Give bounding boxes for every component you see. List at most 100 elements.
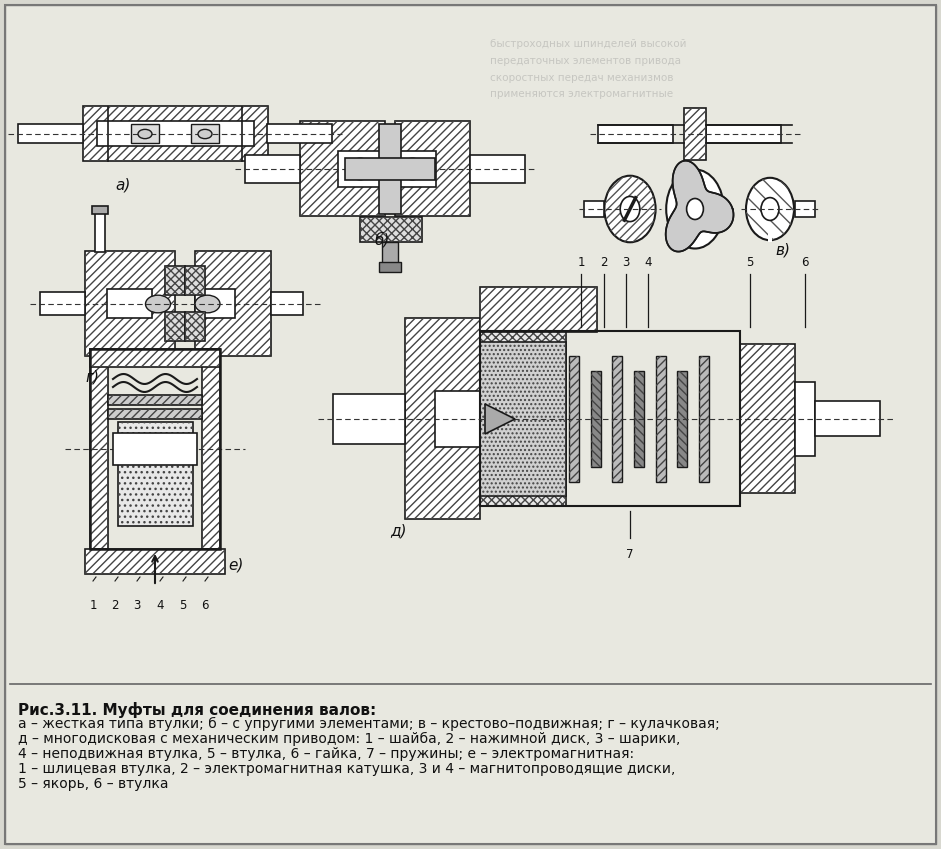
- Polygon shape: [665, 160, 733, 251]
- Bar: [185, 266, 205, 295]
- Ellipse shape: [195, 295, 220, 312]
- Bar: [18, 124, 83, 143]
- Bar: [740, 344, 795, 493]
- Bar: [706, 125, 781, 143]
- Bar: [598, 125, 673, 143]
- Bar: [202, 349, 220, 549]
- Bar: [435, 391, 480, 447]
- Ellipse shape: [198, 129, 212, 138]
- Bar: [131, 125, 159, 143]
- Bar: [613, 356, 622, 482]
- Bar: [90, 349, 220, 549]
- Bar: [90, 349, 220, 367]
- Bar: [202, 349, 220, 549]
- Bar: [300, 121, 385, 216]
- Ellipse shape: [666, 170, 724, 249]
- Ellipse shape: [620, 196, 640, 222]
- Ellipse shape: [761, 198, 779, 221]
- Text: 2: 2: [111, 599, 119, 612]
- Bar: [613, 356, 622, 482]
- Bar: [795, 201, 815, 217]
- Bar: [165, 266, 185, 295]
- Ellipse shape: [746, 177, 794, 240]
- Bar: [92, 206, 108, 214]
- Bar: [379, 124, 401, 214]
- Bar: [395, 121, 470, 216]
- Bar: [195, 251, 272, 356]
- Bar: [684, 108, 706, 160]
- Bar: [97, 121, 254, 146]
- Text: 3: 3: [134, 599, 141, 612]
- Bar: [395, 121, 470, 216]
- Text: а – жесткая типа втулки; б – с упругими элементами; в – крестово–подвижная; г – : а – жесткая типа втулки; б – с упругими …: [18, 717, 720, 731]
- Bar: [165, 312, 185, 341]
- Text: 3: 3: [622, 256, 630, 269]
- Bar: [165, 312, 185, 341]
- Bar: [191, 125, 219, 143]
- Bar: [678, 371, 687, 467]
- Bar: [699, 356, 709, 482]
- Bar: [584, 201, 604, 217]
- Bar: [185, 266, 205, 295]
- Text: 6: 6: [201, 599, 209, 612]
- Bar: [634, 371, 644, 467]
- Text: Рис.3.11. Муфты для соединения валов:: Рис.3.11. Муфты для соединения валов:: [18, 702, 376, 718]
- Bar: [360, 216, 422, 242]
- Text: 5 – якорь, 6 – втулка: 5 – якорь, 6 – втулка: [18, 777, 168, 791]
- Polygon shape: [485, 404, 515, 434]
- Text: а): а): [115, 177, 131, 192]
- Bar: [118, 422, 194, 526]
- Text: б): б): [400, 229, 412, 242]
- Bar: [165, 266, 185, 295]
- Bar: [382, 242, 398, 264]
- Bar: [815, 401, 880, 436]
- Text: 4 – неподвижная втулка, 5 – втулка, 6 – гайка, 7 – пружины; е – электромагнитная: 4 – неподвижная втулка, 5 – втулка, 6 – …: [18, 747, 634, 761]
- Bar: [83, 106, 268, 161]
- Bar: [795, 381, 815, 456]
- Bar: [333, 394, 405, 444]
- Bar: [360, 216, 422, 242]
- Bar: [379, 261, 401, 272]
- Bar: [480, 331, 740, 506]
- Bar: [272, 292, 303, 315]
- Ellipse shape: [146, 295, 170, 312]
- Ellipse shape: [669, 176, 721, 242]
- Text: 2: 2: [600, 256, 608, 269]
- Text: применяются электромагнитные: применяются электромагнитные: [490, 89, 673, 99]
- Text: 7: 7: [627, 548, 633, 561]
- Bar: [480, 342, 566, 496]
- Text: 1: 1: [89, 599, 97, 612]
- Bar: [245, 155, 300, 183]
- Bar: [480, 331, 566, 506]
- Bar: [90, 349, 220, 367]
- Bar: [395, 151, 437, 187]
- Bar: [108, 409, 202, 419]
- Bar: [195, 289, 235, 318]
- Bar: [90, 349, 108, 549]
- Bar: [85, 251, 175, 356]
- Bar: [345, 158, 435, 180]
- Bar: [470, 155, 525, 183]
- Bar: [634, 371, 644, 467]
- Bar: [480, 331, 566, 506]
- Bar: [569, 356, 579, 482]
- Ellipse shape: [604, 176, 656, 242]
- Bar: [185, 312, 205, 341]
- Bar: [95, 212, 105, 252]
- Bar: [656, 356, 665, 482]
- Bar: [90, 349, 108, 549]
- Bar: [678, 371, 687, 467]
- Bar: [108, 395, 202, 405]
- Bar: [480, 287, 597, 332]
- Text: д): д): [390, 524, 407, 539]
- Bar: [591, 371, 600, 467]
- Text: 5: 5: [746, 256, 754, 269]
- Bar: [267, 124, 332, 143]
- Bar: [83, 106, 268, 161]
- Text: 4: 4: [645, 256, 652, 269]
- Ellipse shape: [402, 158, 423, 180]
- Bar: [85, 549, 225, 574]
- Text: скоростных передач механизмов: скоростных передач механизмов: [490, 73, 674, 83]
- Text: д – многодисковая с механическим приводом: 1 – шайба, 2 – нажимной диск, 3 – шар: д – многодисковая с механическим приводо…: [18, 732, 680, 746]
- Bar: [300, 121, 385, 216]
